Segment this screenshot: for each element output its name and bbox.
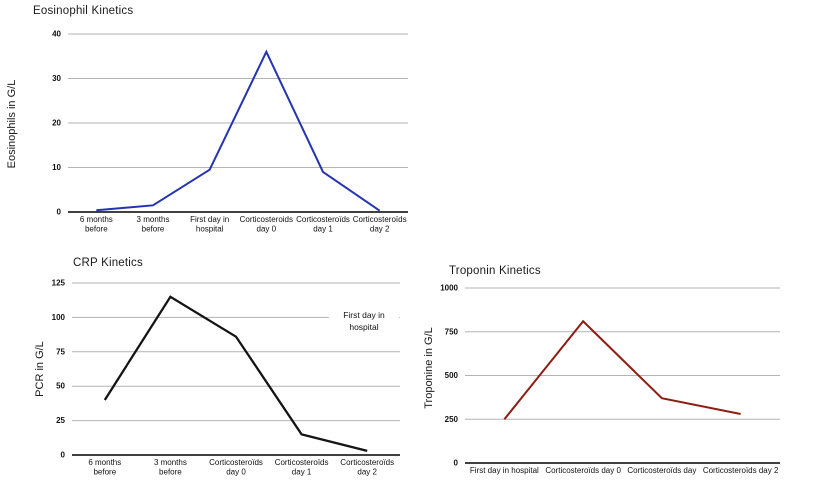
crp-chart-title: CRP Kinetics (73, 257, 143, 269)
eosinophil-chart-title: Eosinophil Kinetics (33, 5, 134, 17)
y-tick-label: 750 (445, 327, 459, 336)
x-tick-label: Corticosteroïds day 2 (353, 215, 407, 234)
eosinophil-y-axis-label: Eosinophils in G/L (6, 79, 18, 169)
x-tick-label: Corticosteroïds day 2 (340, 458, 394, 477)
eosinophil-chart-plot: 0 10 20 30 40 6 months before 3 months before Fir… (52, 30, 408, 234)
y-tick-label: 0 (61, 451, 66, 460)
troponin-chart-title: Troponin Kinetics (449, 265, 541, 277)
x-tick-label: Corticosteroïds day 2 (703, 466, 779, 475)
y-tick-label: 30 (52, 74, 61, 83)
y-tick-label: 100 (52, 313, 66, 322)
y-tick-label: 50 (56, 382, 65, 391)
crp-chart-plot: First day in hospital 0 25 50 75 100 125 6 month… (52, 279, 400, 477)
y-tick-label: 10 (52, 163, 61, 172)
x-tick-label: Corticosteroïds day 1 (275, 458, 329, 477)
x-tick-label: 3 months before (154, 458, 187, 477)
x-tick-label: Corticosteroïds day (627, 466, 696, 475)
troponin-y-axis-label: Troponine in G/L (423, 327, 435, 409)
y-tick-label: 25 (56, 416, 65, 425)
x-tick-label: 6 months before (88, 458, 121, 477)
y-tick-label: 0 (454, 459, 459, 468)
y-tick-label: 1000 (440, 284, 458, 293)
series-line (103, 295, 368, 452)
x-tick-label: First day in hospital (190, 215, 229, 234)
series-line (503, 319, 741, 420)
y-tick-label: 250 (445, 415, 459, 424)
crp-y-axis-label: PCR in G/L (34, 341, 46, 397)
y-tick-label: 125 (52, 279, 66, 288)
x-tick-label: 6 months before (80, 215, 113, 234)
x-tick-label: Corticosteroïds day 0 (209, 458, 263, 477)
troponin-chart-plot: 0 250 500 750 1000 First day in hospital Corti… (440, 284, 780, 475)
x-tick-label: 3 months before (137, 215, 170, 234)
x-tick-label: Corticosteroïds day 1 (296, 215, 350, 234)
y-tick-label: 75 (56, 347, 65, 356)
y-tick-label: 40 (52, 30, 61, 39)
annotation-bg (329, 306, 399, 333)
x-tick-label: Corticosteroids day 0 (240, 215, 293, 234)
y-tick-label: 20 (52, 119, 61, 128)
annotation-text: hospital (349, 322, 378, 332)
y-tick-label: 0 (57, 208, 62, 217)
series-line (96, 49, 381, 212)
y-tick-label: 500 (445, 371, 459, 380)
annotation-text: First day in (343, 310, 385, 320)
x-tick-label: Corticosteroïds day 0 (545, 466, 621, 475)
x-tick-label: First day in hospital (470, 466, 539, 475)
